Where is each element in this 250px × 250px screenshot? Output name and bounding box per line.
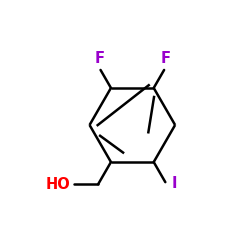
Text: I: I <box>172 176 177 191</box>
Text: F: F <box>160 51 170 66</box>
Text: F: F <box>94 51 104 66</box>
Text: HO: HO <box>45 177 70 192</box>
